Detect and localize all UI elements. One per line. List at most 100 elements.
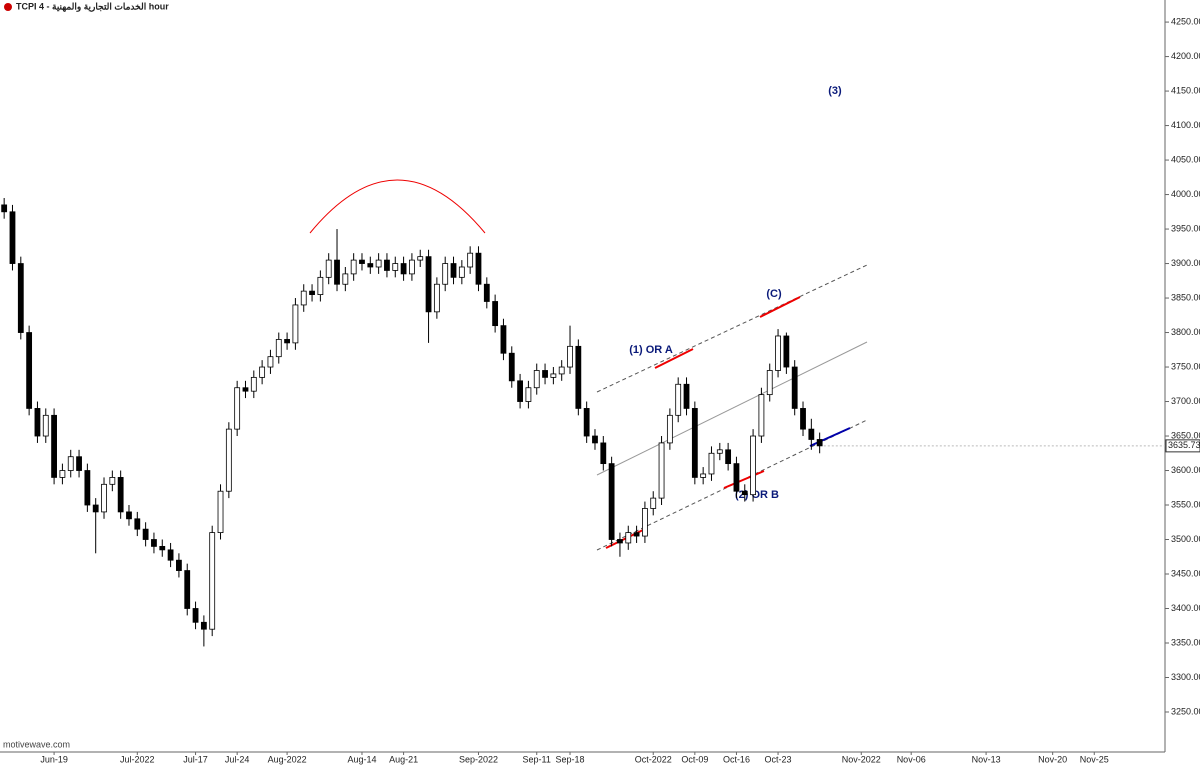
candle-body: [200, 621, 207, 630]
x-tick-label: Sep-2022: [459, 754, 498, 764]
x-tick-label: Sep-18: [556, 754, 585, 764]
candle-body: [300, 290, 307, 306]
candle-body: [325, 259, 332, 278]
wave-label: (3): [828, 85, 842, 97]
x-tick-label: Aug-21: [389, 754, 418, 764]
candle-body: [625, 532, 632, 544]
candle-body: [458, 266, 465, 278]
candle-body: [791, 366, 798, 409]
candle-body: [492, 301, 499, 327]
y-tick-label: 4050.00: [1171, 154, 1200, 164]
candle-body: [9, 211, 16, 264]
red-segment: [654, 348, 694, 369]
y-tick-label: 3600.00: [1171, 465, 1200, 475]
candle-body: [317, 276, 324, 295]
price-label: 3635.73: [1168, 440, 1200, 450]
candle-body: [375, 259, 382, 268]
x-tick-label: Oct-23: [765, 754, 792, 764]
x-tick-label: Nov-2022: [842, 754, 881, 764]
candle-body: [700, 473, 707, 478]
x-tick-label: Oct-16: [723, 754, 750, 764]
y-tick-label: 4250.00: [1171, 16, 1200, 26]
candle-body: [192, 608, 199, 623]
x-tick-label: Jul-2022: [120, 754, 155, 764]
candle-body: [417, 256, 424, 261]
candle-body: [716, 449, 723, 454]
candle-body: [167, 549, 174, 561]
candle-body: [725, 449, 732, 465]
candle-body: [592, 435, 598, 444]
candle-body: [741, 490, 748, 496]
candle-body: [292, 304, 299, 344]
y-tick-label: 3250.00: [1171, 706, 1200, 716]
candle-body: [209, 532, 216, 630]
channel-upper: [596, 264, 868, 393]
y-tick-label: 3500.00: [1171, 534, 1200, 544]
candle-body: [525, 387, 532, 402]
candle-body: [575, 345, 582, 409]
candle-body: [134, 518, 141, 530]
candle-body: [650, 497, 657, 509]
symbol-dot: [4, 3, 12, 11]
candle-body: [500, 325, 507, 354]
candle-body: [517, 380, 523, 402]
candle-body: [608, 463, 615, 540]
candle-body: [467, 252, 474, 268]
candle-body: [34, 408, 41, 437]
candle-body: [617, 539, 623, 544]
y-tick-label: 3700.00: [1171, 396, 1200, 406]
y-tick-label: 3900.00: [1171, 258, 1200, 268]
candle-body: [126, 511, 132, 520]
candle-body: [483, 283, 490, 302]
candle-body: [92, 504, 99, 513]
candle-body: [250, 376, 257, 392]
y-tick-label: 3550.00: [1171, 499, 1200, 509]
candle-body: [1, 204, 8, 213]
red-segment: [723, 470, 765, 489]
candle-body: [600, 442, 607, 465]
y-tick-label: 3350.00: [1171, 637, 1200, 647]
candle-body: [409, 259, 415, 275]
wave-label: (C): [766, 288, 782, 300]
x-tick-label: Jul-24: [225, 754, 250, 764]
blue-segment: [809, 427, 851, 447]
candle-body: [567, 345, 573, 368]
candle-body: [275, 339, 282, 358]
y-tick-label: 3950.00: [1171, 223, 1200, 233]
y-tick-label: 3300.00: [1171, 672, 1200, 682]
candle-body: [109, 477, 116, 485]
x-tick-label: Sep-11: [523, 754, 551, 764]
candle-body: [42, 414, 49, 437]
candle-body: [558, 366, 565, 375]
price-marker: [1165, 439, 1200, 453]
chart-title: TCPI 4 - الخدمات التجارية والمهنية hour: [16, 1, 169, 12]
candle-body: [775, 335, 781, 371]
candle-body: [392, 263, 399, 271]
candle-body: [766, 370, 773, 396]
y-tick-label: 4200.00: [1171, 51, 1200, 61]
candle-body: [583, 408, 590, 437]
candle-body: [800, 408, 806, 430]
y-tick-label: 3850.00: [1171, 292, 1200, 302]
candle-body: [783, 335, 790, 368]
x-tick-label: Jul-17: [183, 754, 208, 764]
y-tick-label: 4000.00: [1171, 189, 1200, 199]
candle-body: [425, 256, 432, 313]
candle-body: [67, 456, 74, 471]
candle-body: [450, 263, 457, 278]
candle-body: [675, 383, 682, 416]
candle-body: [151, 539, 157, 547]
candle-body: [816, 439, 823, 447]
candle-body: [184, 570, 191, 609]
candle-body: [400, 263, 407, 275]
x-tick-label: Jun-19: [40, 754, 68, 764]
y-tick-label: 3800.00: [1171, 327, 1200, 337]
candle-body: [217, 490, 224, 534]
candle-body: [475, 252, 482, 285]
candle-body: [176, 559, 182, 571]
candle-body: [642, 508, 648, 537]
candle-body: [59, 470, 66, 478]
y-tick-label: 3750.00: [1171, 361, 1200, 371]
y-tick-label: 4100.00: [1171, 120, 1200, 130]
